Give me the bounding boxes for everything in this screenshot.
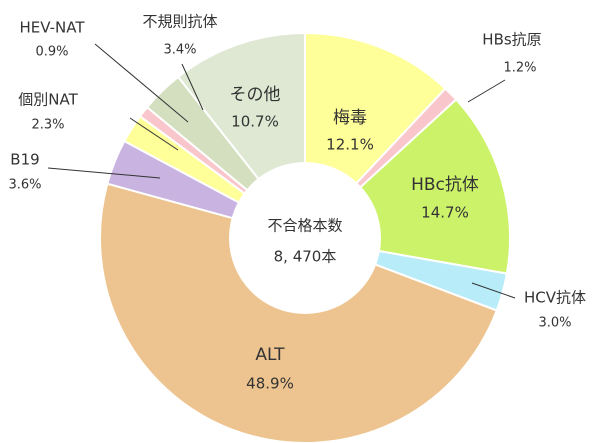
value-label: 14.7% [421, 204, 469, 222]
center-value: 8, 470本 [274, 248, 337, 266]
slice-label: HBs抗原 [482, 31, 541, 49]
value-label: 1.2% [503, 61, 536, 76]
leader-line [129, 117, 179, 151]
leader-line [471, 282, 516, 299]
slice-label: ALT [255, 345, 285, 365]
leader-line [47, 167, 161, 179]
leader-line [94, 43, 189, 123]
value-label: 3.4% [163, 43, 196, 58]
leader-line [467, 79, 506, 103]
value-label: 2.3% [31, 118, 64, 133]
donut-hole [229, 162, 381, 314]
value-label: 3.6% [8, 178, 41, 193]
value-label: 48.9% [246, 375, 294, 393]
slice-label: 個別NAT [18, 91, 78, 109]
slice-label: 梅毒 [333, 108, 367, 128]
leader-line [181, 63, 204, 111]
value-label: 0.9% [35, 45, 68, 60]
slice-label: 不規則抗体 [142, 13, 217, 31]
value-label: 10.7% [231, 113, 279, 131]
slice-label: HCV抗体 [524, 289, 586, 307]
slice-label: B19 [10, 151, 39, 169]
value-label: 12.1% [326, 136, 374, 154]
slice-label: HEV-NAT [19, 19, 85, 37]
slice-label: その他 [230, 85, 281, 105]
value-label: 3.0% [538, 316, 571, 331]
center-label: 不合格本数 [267, 217, 342, 235]
slice-label: HBc抗体 [411, 175, 479, 195]
